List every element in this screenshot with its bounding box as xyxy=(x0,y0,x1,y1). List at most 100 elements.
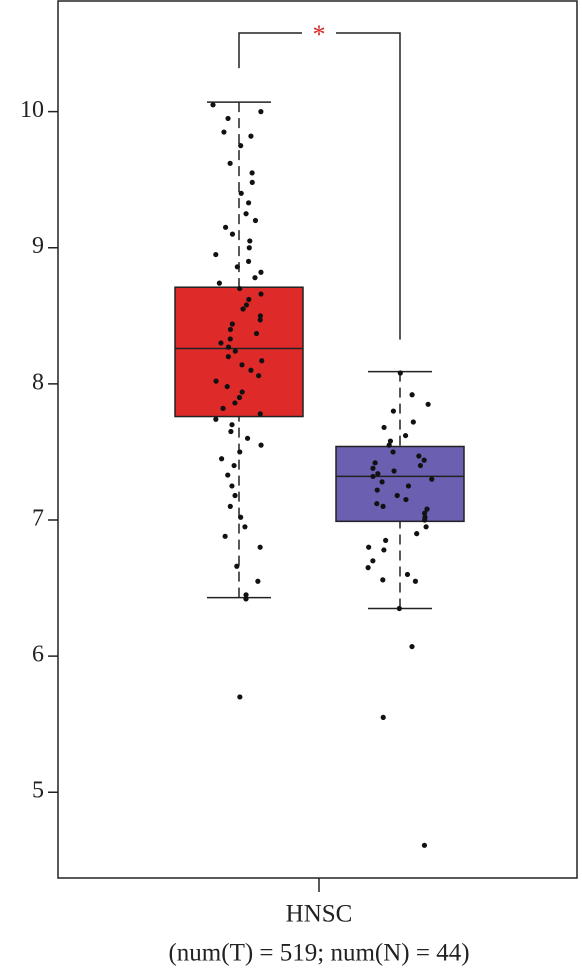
point xyxy=(243,592,249,598)
point xyxy=(245,200,252,206)
point xyxy=(397,370,403,376)
point xyxy=(238,190,244,196)
point xyxy=(365,565,371,571)
point xyxy=(258,442,264,448)
point xyxy=(424,506,430,512)
point xyxy=(381,547,387,553)
point xyxy=(414,531,420,537)
point xyxy=(227,326,234,333)
point xyxy=(257,317,263,323)
point xyxy=(247,238,253,244)
point xyxy=(243,302,250,308)
point xyxy=(391,468,397,474)
point xyxy=(258,109,264,115)
point xyxy=(213,378,219,384)
point xyxy=(423,524,429,530)
point xyxy=(390,408,396,414)
point xyxy=(387,438,394,444)
point xyxy=(257,313,264,319)
point xyxy=(237,449,243,455)
point xyxy=(246,245,252,251)
point xyxy=(237,694,243,700)
y-tick-label: 8 xyxy=(32,369,44,395)
point xyxy=(248,133,254,139)
point xyxy=(249,170,255,176)
point xyxy=(370,473,376,480)
point xyxy=(374,487,380,493)
point xyxy=(379,479,385,485)
point xyxy=(219,456,225,462)
point xyxy=(258,291,264,297)
point xyxy=(240,306,246,312)
point xyxy=(402,432,409,439)
y-tick-label: 6 xyxy=(32,642,44,668)
point xyxy=(381,424,387,431)
point xyxy=(227,160,233,166)
point xyxy=(429,476,435,482)
point xyxy=(366,544,372,550)
point xyxy=(253,330,260,337)
point xyxy=(221,129,227,135)
point xyxy=(234,264,240,270)
point xyxy=(232,400,238,406)
point xyxy=(412,578,419,584)
point xyxy=(374,501,380,507)
point xyxy=(216,280,222,286)
point xyxy=(409,392,415,398)
point xyxy=(229,231,236,237)
point xyxy=(396,605,402,612)
point xyxy=(409,643,415,650)
point xyxy=(245,258,252,264)
point xyxy=(422,517,428,523)
point xyxy=(252,217,259,224)
point xyxy=(244,435,251,441)
point xyxy=(225,115,231,122)
point xyxy=(370,465,376,471)
point xyxy=(249,179,255,186)
y-tick-label: 5 xyxy=(32,778,44,804)
point xyxy=(421,457,427,463)
point xyxy=(236,394,243,401)
point xyxy=(239,362,245,368)
point xyxy=(422,510,428,516)
point xyxy=(405,483,412,489)
point xyxy=(238,514,244,520)
point xyxy=(246,296,252,303)
point xyxy=(225,472,231,478)
point xyxy=(258,269,264,275)
point xyxy=(416,453,422,459)
point xyxy=(403,496,409,503)
point xyxy=(229,483,235,489)
point xyxy=(222,533,228,539)
point xyxy=(227,503,233,509)
point xyxy=(229,321,235,327)
point xyxy=(243,596,249,602)
point xyxy=(242,524,248,530)
point xyxy=(213,251,219,258)
point xyxy=(256,373,262,379)
x-axis-label: (num(T) = 519; num(N) = 44) xyxy=(168,940,469,967)
y-tick-label: 9 xyxy=(32,233,44,259)
y-tick-label: 10 xyxy=(20,97,44,123)
point xyxy=(417,462,424,469)
point xyxy=(425,401,431,407)
point xyxy=(380,503,386,509)
point xyxy=(227,336,233,342)
point xyxy=(222,224,229,230)
point xyxy=(259,358,265,364)
point xyxy=(252,275,258,281)
point xyxy=(375,471,381,477)
point xyxy=(218,340,224,346)
point xyxy=(232,348,238,354)
point xyxy=(237,285,243,292)
point xyxy=(248,367,254,373)
point xyxy=(213,416,219,422)
point xyxy=(220,405,226,411)
plot-frame xyxy=(57,0,578,879)
y-tick-label: 7 xyxy=(32,505,44,531)
point xyxy=(372,460,378,466)
point xyxy=(228,428,234,435)
point xyxy=(234,563,240,569)
point xyxy=(370,558,376,564)
point xyxy=(231,462,237,469)
